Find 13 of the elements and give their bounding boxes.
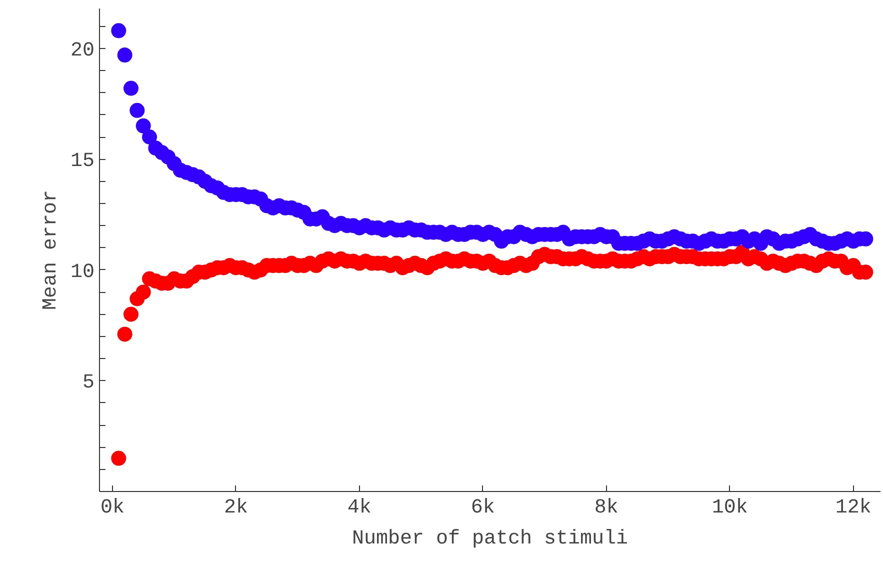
- y-tick-label: 5: [82, 372, 95, 395]
- x-tick-label: 2k: [224, 496, 248, 520]
- y-tick-label: 10: [70, 260, 95, 284]
- x-axis-title: Number of patch stimuli: [352, 528, 628, 550]
- y-tick-label: 20: [70, 39, 95, 62]
- x-tick-label: 10k: [712, 496, 748, 520]
- x-tick-label: 6k: [470, 496, 495, 520]
- x-tick-label: 0k: [100, 496, 124, 520]
- x-tick-label: 8k: [594, 496, 618, 520]
- x-tick-label: 12k: [835, 496, 872, 520]
- x-tick-label: 4k: [347, 496, 372, 520]
- y-axis-title: Mean error: [39, 190, 62, 310]
- y-tick-label: 15: [70, 150, 95, 174]
